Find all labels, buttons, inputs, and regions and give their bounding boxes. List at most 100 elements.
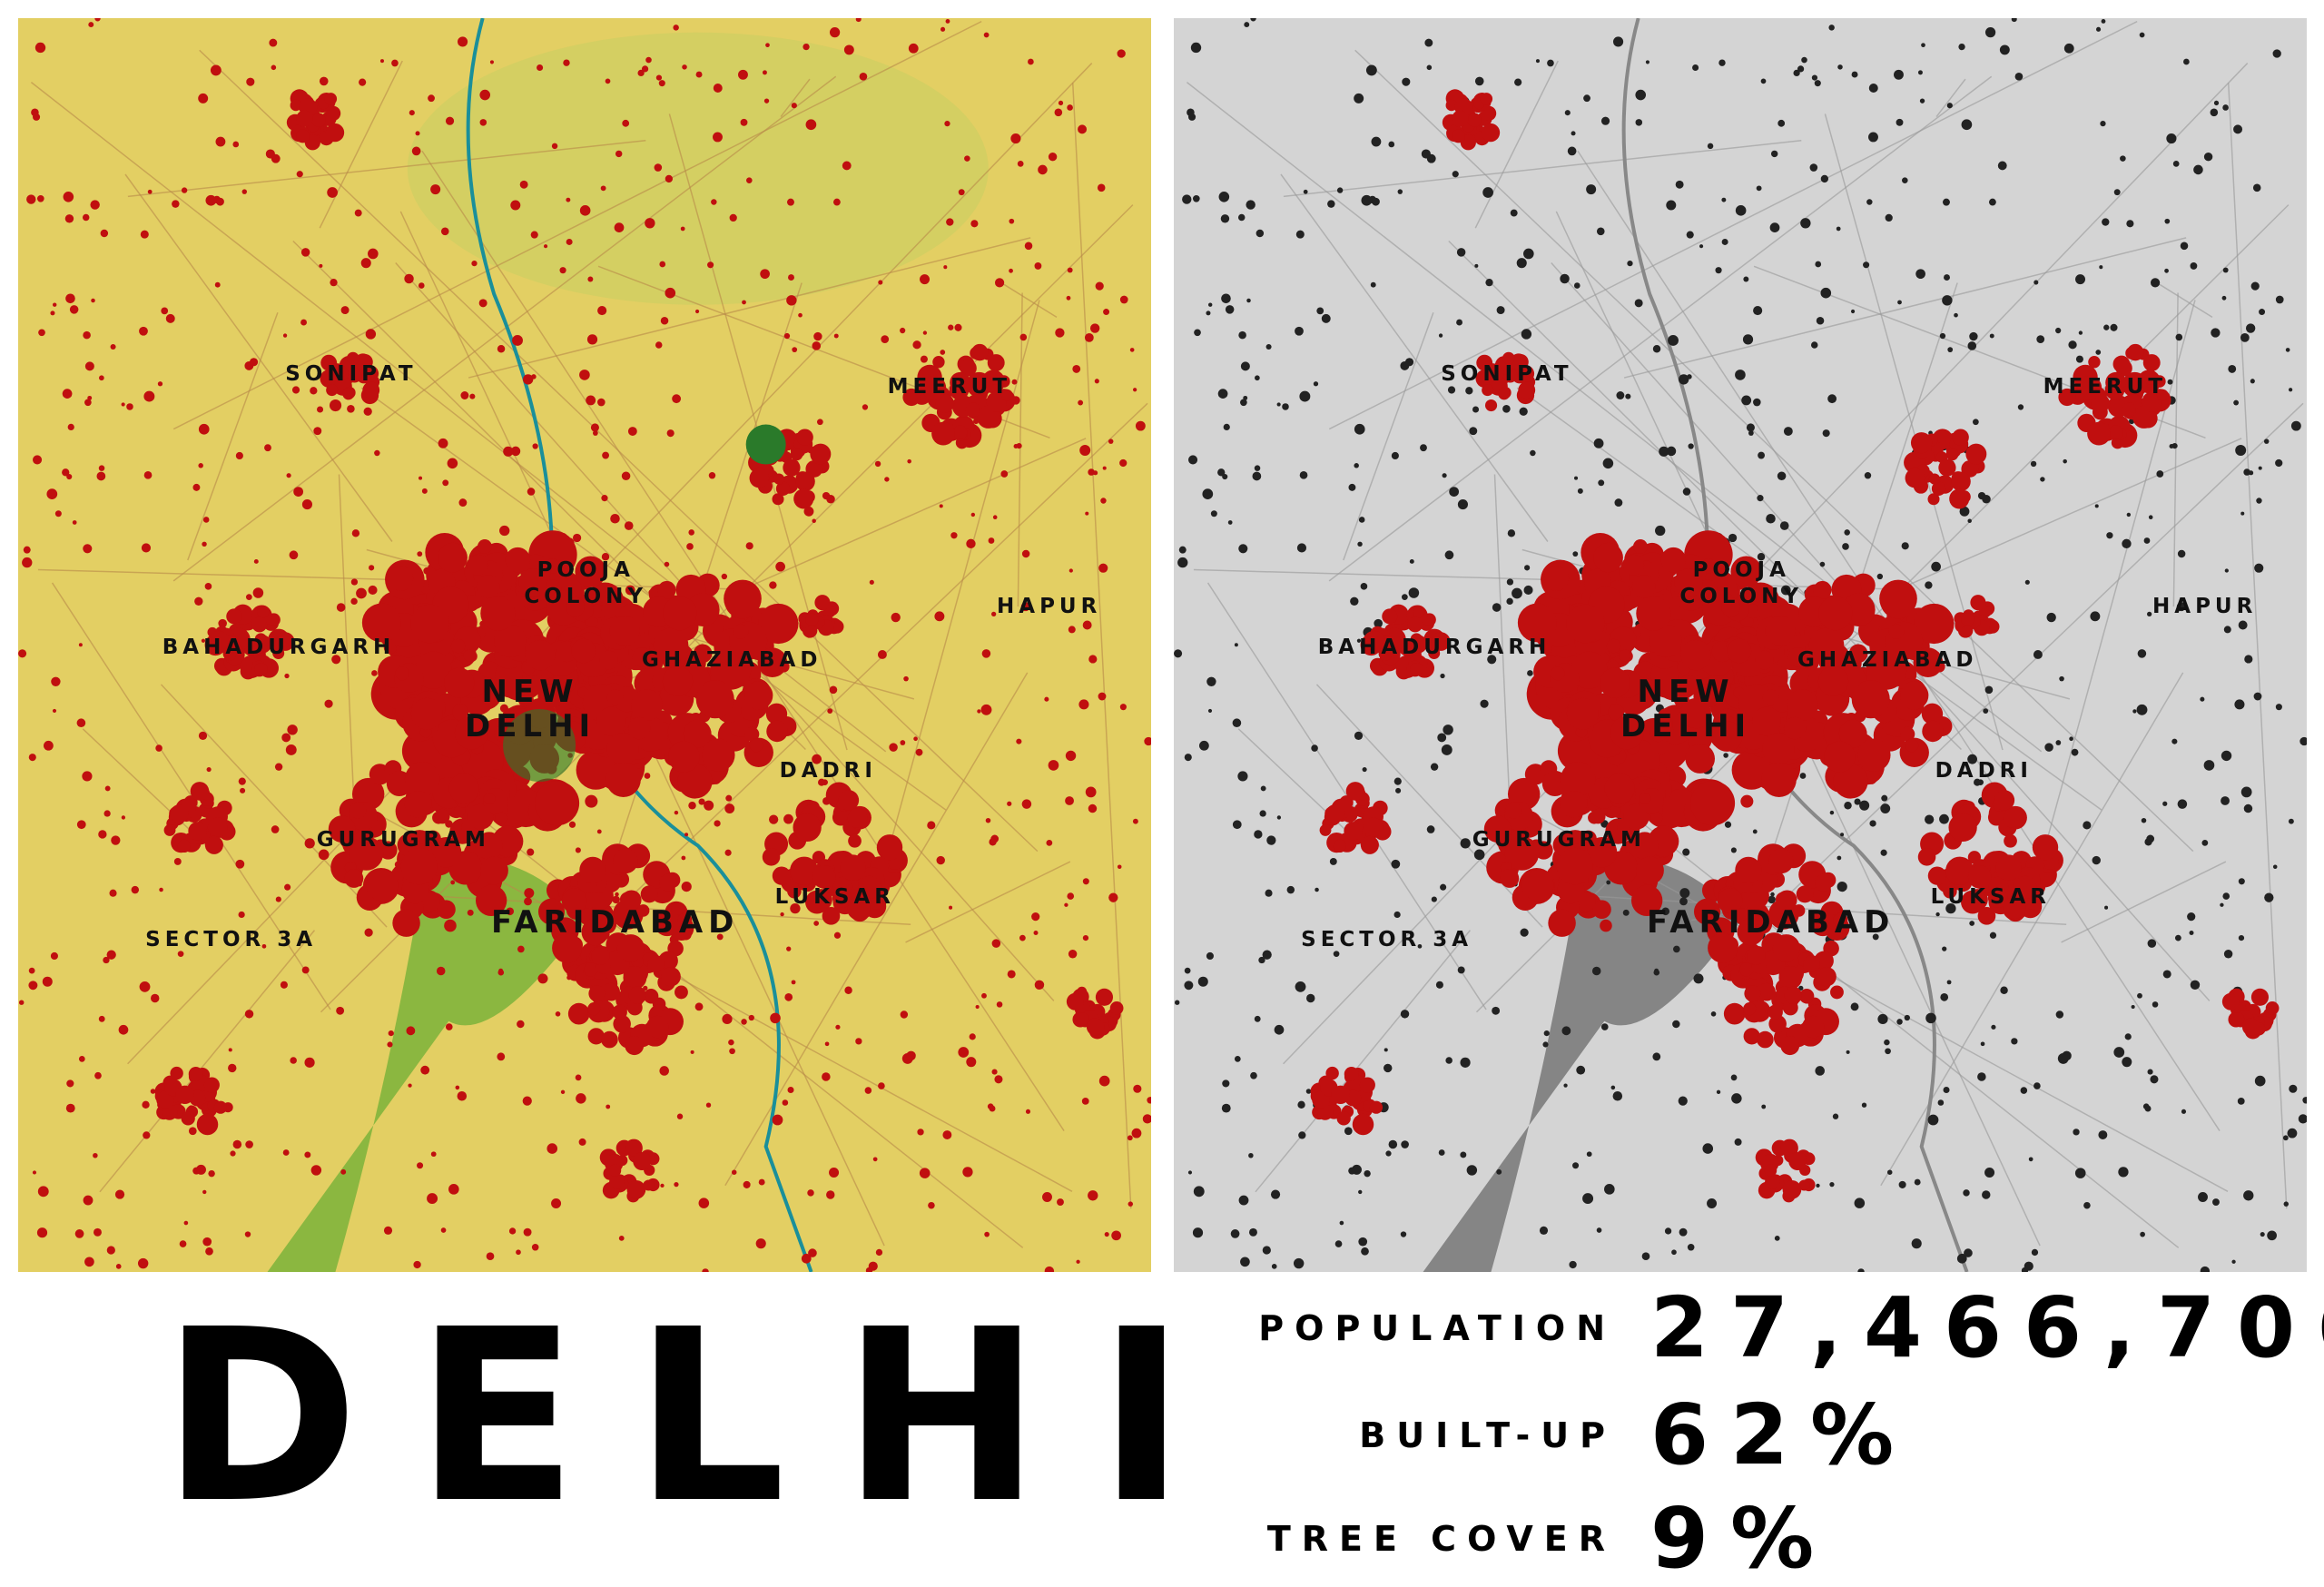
village xyxy=(2177,799,2188,809)
urban-area xyxy=(609,1174,625,1189)
village xyxy=(140,230,149,239)
urban-area xyxy=(810,443,832,465)
village xyxy=(1828,25,1835,31)
village xyxy=(601,553,610,561)
urban-area xyxy=(613,1015,631,1033)
village xyxy=(98,1015,105,1022)
urban-area xyxy=(254,662,268,676)
village xyxy=(1999,44,2010,55)
village xyxy=(2210,108,2219,117)
urban-area xyxy=(876,834,903,861)
village xyxy=(369,565,375,571)
village xyxy=(1108,439,1114,444)
urban-area xyxy=(2014,875,2037,899)
village xyxy=(235,451,243,460)
village xyxy=(2243,803,2253,813)
village xyxy=(1354,93,1364,104)
village xyxy=(1897,300,1902,305)
village xyxy=(1276,402,1281,407)
village xyxy=(1400,1231,1407,1237)
urban-area xyxy=(772,866,792,885)
urban-area xyxy=(1480,93,1493,105)
urban-area xyxy=(181,1111,195,1126)
village xyxy=(812,754,822,764)
village xyxy=(143,470,153,479)
urban-area xyxy=(1685,744,1716,774)
urban-area xyxy=(1517,603,1557,643)
village xyxy=(1334,1240,1343,1247)
village xyxy=(1202,488,1214,500)
village xyxy=(1815,261,1822,268)
village xyxy=(1361,1247,1369,1256)
village xyxy=(1877,1013,1888,1025)
village xyxy=(205,1247,213,1256)
road xyxy=(1328,75,1993,582)
village xyxy=(1426,64,1433,71)
village xyxy=(1935,912,1940,917)
village xyxy=(1034,980,1045,991)
village xyxy=(150,993,160,1003)
place-label-faridabad: FARIDABAD xyxy=(1646,903,1896,941)
village xyxy=(195,1164,206,1175)
village xyxy=(265,149,275,159)
village xyxy=(2175,333,2183,341)
urban-area xyxy=(525,639,556,671)
village xyxy=(1067,892,1075,900)
urban-area xyxy=(226,608,242,625)
village xyxy=(994,278,1005,288)
village xyxy=(150,1089,156,1094)
urban-area xyxy=(334,366,350,380)
village xyxy=(1829,1182,1835,1188)
village xyxy=(985,817,991,823)
urban-area xyxy=(404,761,440,797)
village xyxy=(1442,473,1447,478)
village xyxy=(738,69,748,80)
village xyxy=(602,451,610,459)
village xyxy=(76,718,86,728)
village xyxy=(2150,1075,2159,1084)
village xyxy=(383,1226,393,1235)
village xyxy=(1019,333,1028,341)
village xyxy=(597,398,606,407)
village xyxy=(803,506,814,517)
village xyxy=(159,887,163,892)
urban-area xyxy=(1504,802,1522,819)
village xyxy=(173,857,182,865)
urban-area xyxy=(296,129,310,143)
urban-area xyxy=(1967,865,1992,889)
village xyxy=(2290,420,2301,431)
place-label-colony: COLONY xyxy=(524,584,648,608)
village xyxy=(2228,364,2237,373)
village xyxy=(318,849,330,861)
urban-area xyxy=(2121,402,2136,418)
village xyxy=(787,1087,794,1094)
village xyxy=(2190,980,2201,991)
village xyxy=(2221,295,2227,301)
urban-area xyxy=(290,99,302,112)
urban-area xyxy=(1857,738,1891,772)
village xyxy=(991,939,1001,948)
village xyxy=(1777,471,1787,481)
village xyxy=(2055,327,2062,334)
village xyxy=(293,487,304,497)
village xyxy=(1967,518,1972,523)
urban-area xyxy=(448,773,479,803)
village xyxy=(940,26,946,32)
village xyxy=(1679,1227,1688,1237)
village xyxy=(1846,1050,1850,1054)
village xyxy=(419,476,423,480)
village xyxy=(1911,1238,1922,1249)
village xyxy=(1840,833,1845,837)
village xyxy=(1612,1090,1623,1101)
village xyxy=(1384,1048,1388,1052)
village xyxy=(2083,821,2092,830)
urban-area xyxy=(566,596,586,616)
village xyxy=(989,838,997,846)
village xyxy=(1869,820,1876,827)
village xyxy=(1661,907,1670,916)
village xyxy=(194,596,203,606)
village xyxy=(1401,594,1408,601)
village xyxy=(121,402,125,407)
village xyxy=(1602,458,1614,469)
road xyxy=(1328,20,2138,430)
